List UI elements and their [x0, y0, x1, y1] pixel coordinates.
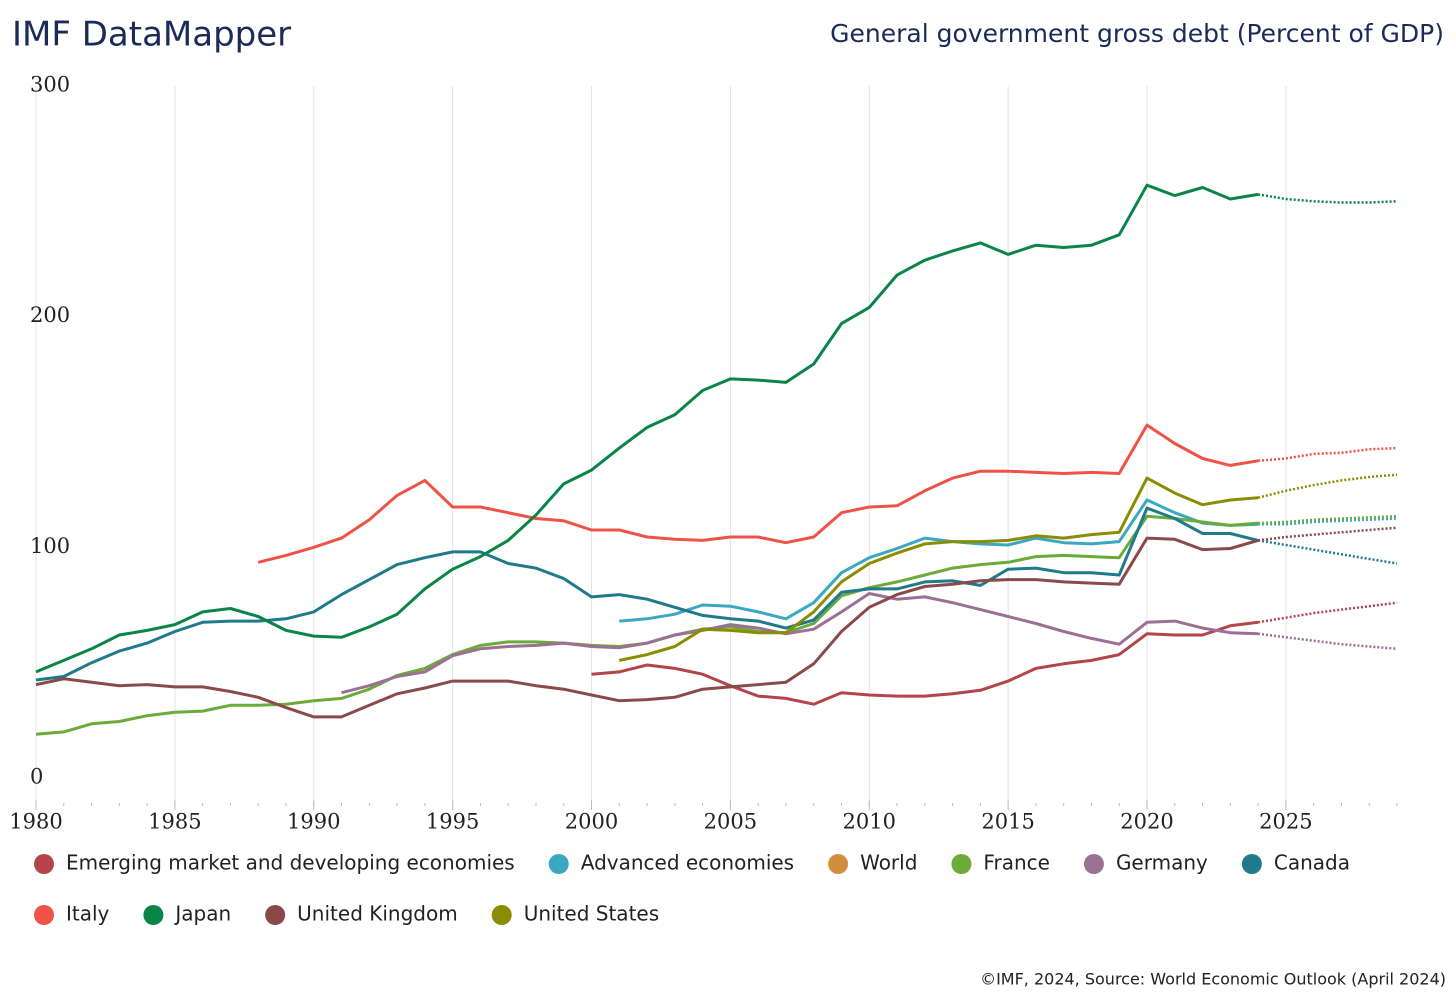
line: [35, 514, 1259, 736]
legend-item: Italy: [34, 902, 110, 926]
x-tick-label: 2015: [981, 810, 1034, 834]
x-tick-label: 2025: [1259, 810, 1312, 834]
projection-line: [1257, 473, 1398, 499]
x-tick-label: 2005: [704, 810, 757, 834]
legend-label: France: [983, 851, 1050, 875]
legend-item: France: [951, 851, 1050, 875]
footer: ©IMF, 2024, Source: World Economic Outlo…: [980, 970, 1446, 989]
chart-title: General government gross debt (Percent o…: [830, 19, 1444, 48]
legend-label: Advanced economies: [581, 851, 794, 875]
projection-line: [1258, 514, 1398, 525]
legend-label: United Kingdom: [297, 902, 458, 926]
legend-swatch: [34, 854, 54, 874]
legend-item: Germany: [1083, 851, 1208, 875]
projection-line: [1257, 446, 1398, 463]
y-tick-label: 300: [30, 73, 70, 97]
legend-item: World: [828, 851, 917, 875]
y-tick-label: 200: [30, 303, 70, 327]
line: [619, 498, 1259, 623]
legend-swatch: [828, 854, 849, 874]
projection-line: [1257, 601, 1398, 624]
projection-line: [1257, 526, 1398, 542]
legend-swatch: [951, 854, 972, 874]
x-tick-label: 1980: [9, 810, 62, 834]
legend-swatch: [34, 905, 54, 925]
legend-item: Advanced economies: [548, 851, 794, 875]
projection-line: [1257, 632, 1398, 651]
x-tick-label: 2010: [843, 810, 896, 834]
legend-swatch: [143, 905, 164, 925]
page-title: IMF DataMapper: [12, 15, 291, 55]
legend-label: Emerging market and developing economies: [66, 851, 515, 875]
legend-swatch: [265, 905, 286, 925]
line: [591, 620, 1259, 706]
y-tick-label: 100: [30, 534, 70, 558]
line: [257, 423, 1259, 564]
line: [35, 183, 1259, 674]
legend-label: Italy: [66, 902, 110, 926]
legend-swatch: [548, 854, 569, 874]
line: [35, 536, 1259, 719]
line: [618, 476, 1259, 662]
legend-label: Japan: [173, 902, 231, 926]
legend-item: United Kingdom: [265, 902, 458, 926]
legend-label: Germany: [1116, 851, 1208, 875]
legend-item: Canada: [1241, 851, 1350, 875]
line: [35, 506, 1259, 682]
legend-swatch: [1083, 854, 1104, 874]
legend-swatch: [1241, 854, 1262, 874]
projection-line: [1257, 539, 1398, 565]
x-tick-label: 1985: [148, 810, 201, 834]
legend-item: Japan: [143, 902, 231, 926]
legend-label: World: [860, 851, 917, 875]
legend-item: United States: [491, 902, 659, 926]
legend-item: Emerging market and developing economies: [34, 851, 515, 875]
projection-line: [1258, 517, 1398, 526]
x-tick-label: 2000: [565, 810, 618, 834]
y-tick-label: 0: [30, 765, 43, 789]
x-tick-label: 1990: [287, 810, 340, 834]
projection-line: [1257, 193, 1398, 204]
line: [341, 592, 1259, 695]
legend-label: United States: [524, 902, 659, 926]
x-tick-label: 2020: [1120, 810, 1173, 834]
x-tick-label: 1995: [426, 810, 479, 834]
legend-label: Canada: [1274, 851, 1350, 875]
legend-swatch: [491, 905, 512, 925]
